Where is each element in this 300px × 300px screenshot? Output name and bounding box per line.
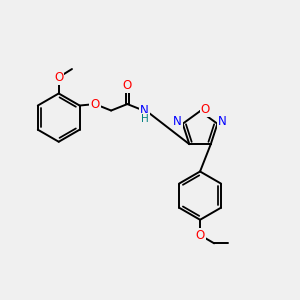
Text: N: N (218, 115, 227, 128)
Text: H: H (141, 114, 148, 124)
Text: O: O (90, 98, 100, 111)
Text: N: N (140, 104, 149, 117)
Text: O: O (195, 229, 205, 242)
Text: O: O (201, 103, 210, 116)
Text: N: N (173, 115, 182, 128)
Text: O: O (54, 71, 63, 84)
Text: O: O (123, 79, 132, 92)
